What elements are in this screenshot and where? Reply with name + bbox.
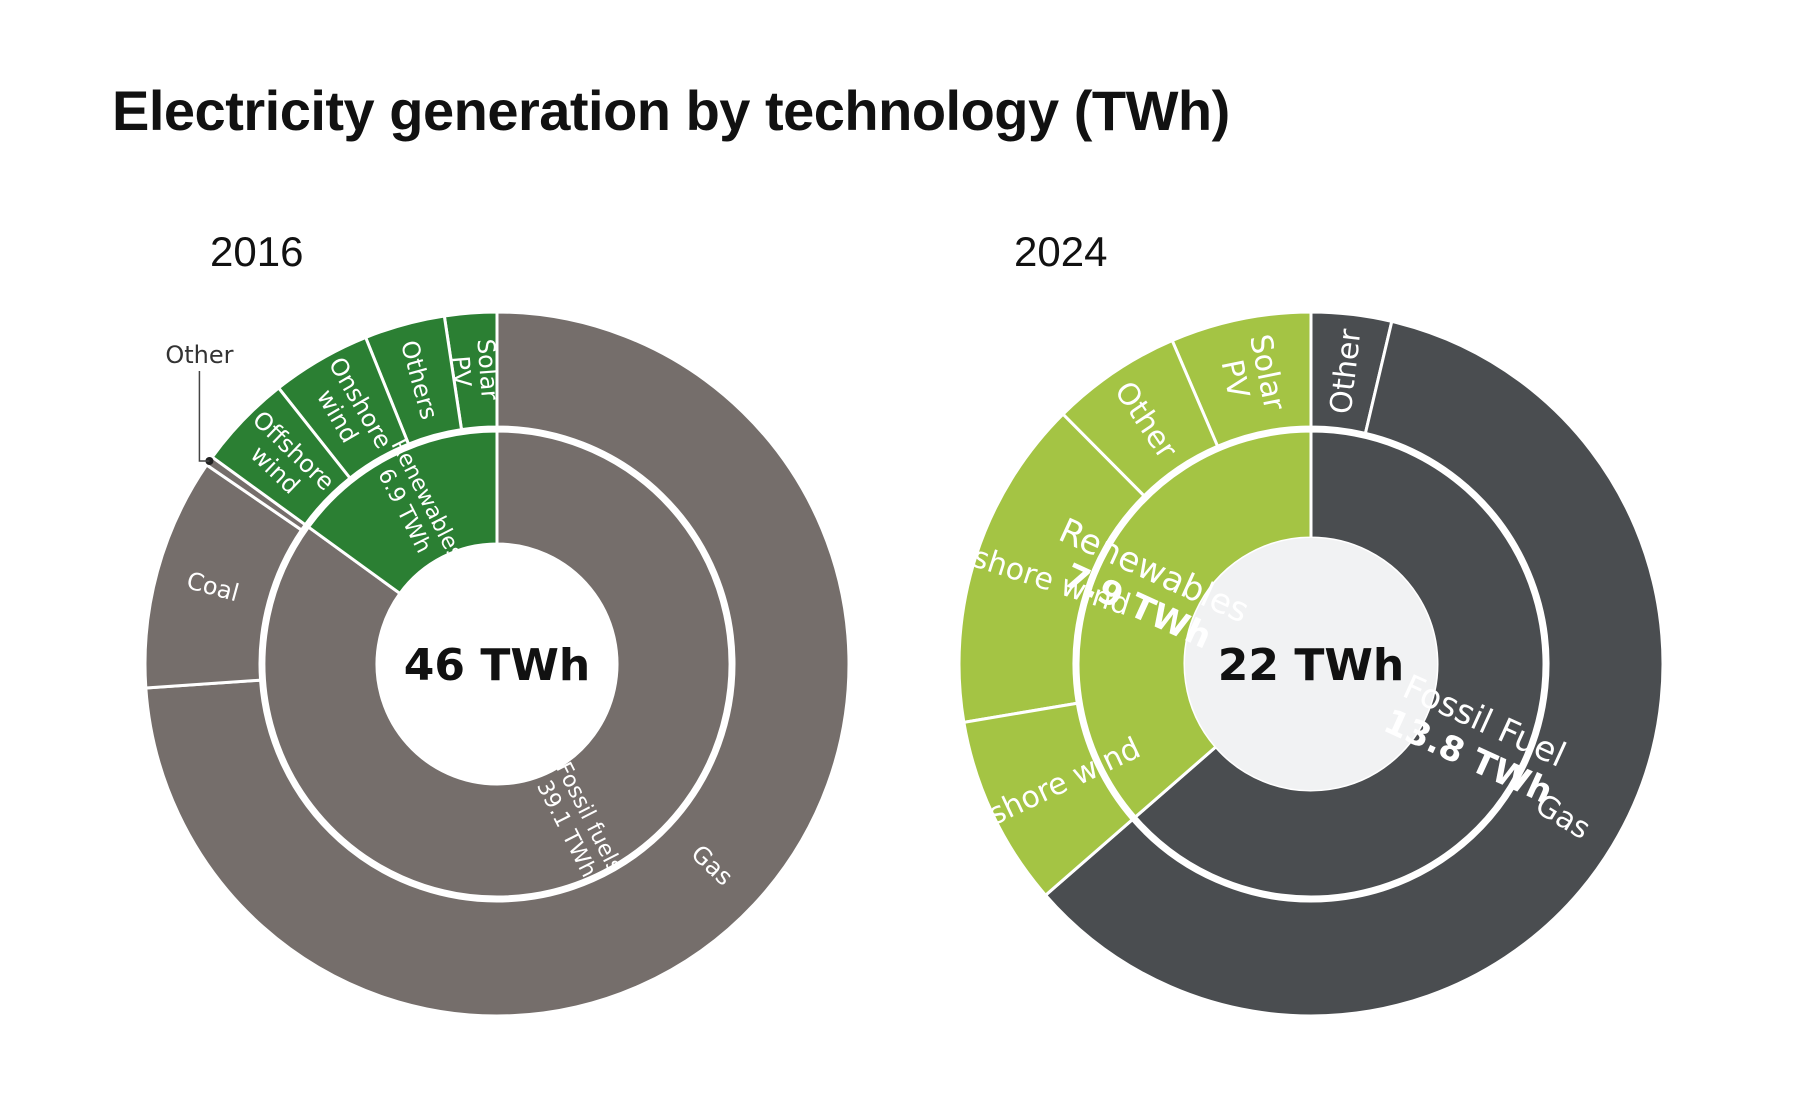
outer-label-solar-pv-line: PV bbox=[1214, 357, 1256, 402]
center-total-label: 46 TWh bbox=[404, 640, 590, 691]
center-total-label: 22 TWh bbox=[1218, 640, 1404, 691]
center-hole bbox=[1185, 538, 1437, 790]
year-label-2024: 2024 bbox=[1014, 228, 1108, 275]
outer-segment-offshore-wind bbox=[210, 385, 353, 527]
outer-label-solar-pv: SolarPV bbox=[445, 338, 504, 403]
outer-segment-solar-pv bbox=[1170, 310, 1313, 449]
outer-segment-offshore-wind bbox=[957, 412, 1147, 725]
outer-segment-gas bbox=[1043, 319, 1665, 1018]
outer-label-solar-pv-line: Solar bbox=[471, 338, 504, 401]
outer-segment-onshore-wind bbox=[276, 335, 411, 481]
center-hole bbox=[377, 544, 617, 784]
outer-segment-other bbox=[1060, 338, 1220, 498]
outer-segment-gas bbox=[144, 310, 851, 1018]
ring-separator bbox=[1074, 427, 1548, 901]
ring-separator bbox=[260, 427, 734, 901]
outer-segment-onshore-wind bbox=[962, 701, 1135, 898]
outer-segment-others bbox=[363, 314, 464, 447]
outer-label-solar-pv-line: PV bbox=[446, 355, 476, 388]
year-label-2016: 2016 bbox=[210, 228, 304, 275]
chart-title: Electricity generation by technology (TW… bbox=[112, 79, 1230, 142]
callout-leader bbox=[198, 371, 210, 462]
outer-label-other-callout: Other bbox=[165, 341, 233, 369]
